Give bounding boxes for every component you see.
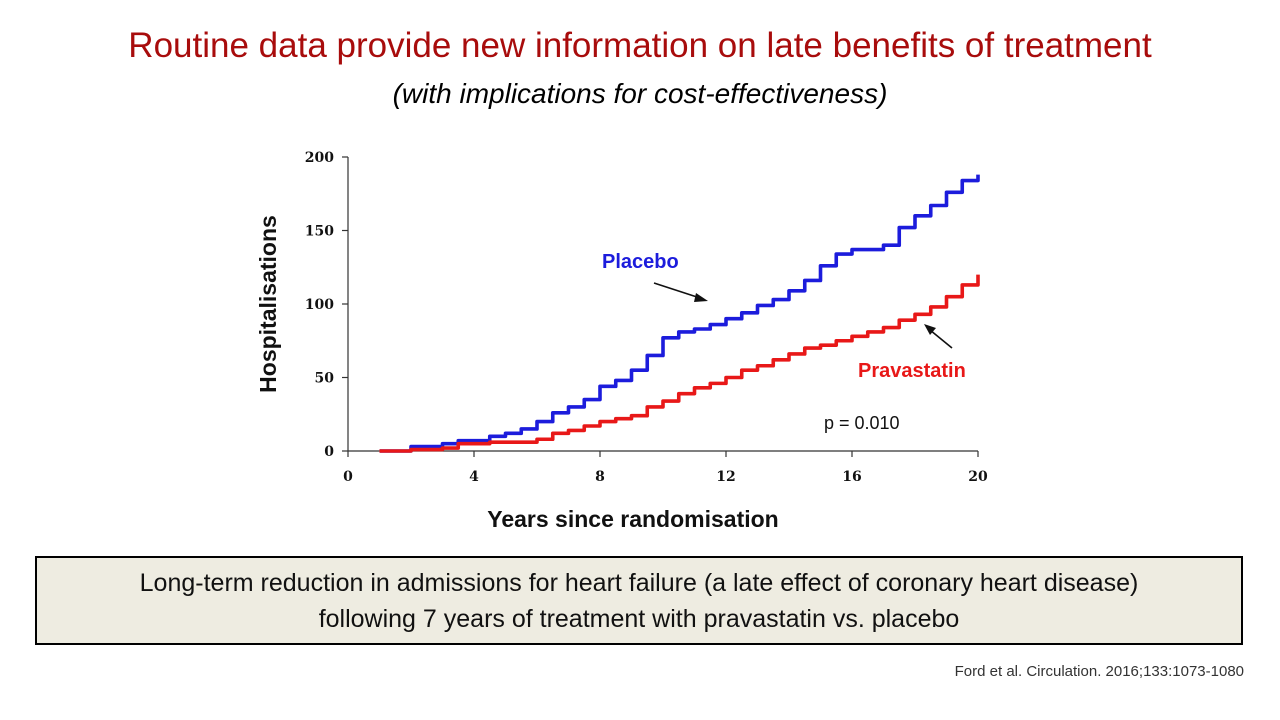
chart-labels: Placebo Pravastatin p = 0.010 bbox=[602, 251, 966, 433]
x-tick-label: 4 bbox=[469, 469, 479, 485]
x-tick-label: 20 bbox=[968, 469, 988, 485]
pravastatin-label: Pravastatin bbox=[858, 360, 966, 382]
y-tick-label: 150 bbox=[305, 224, 334, 240]
p-value-label: p = 0.010 bbox=[824, 413, 900, 433]
citation: Ford et al. Circulation. 2016;133:1073-1… bbox=[954, 663, 1244, 680]
x-tick-label: 12 bbox=[716, 469, 735, 485]
x-axis-title: Years since randomisation bbox=[487, 506, 778, 532]
y-tick-label: 100 bbox=[305, 297, 334, 313]
placebo-arrow-shaft bbox=[653, 282, 701, 299]
y-tick-label: 0 bbox=[324, 444, 334, 460]
y-tick-label: 50 bbox=[315, 371, 335, 387]
x-tick-label: 8 bbox=[595, 469, 605, 485]
placebo-arrow-head bbox=[694, 293, 708, 302]
caption-line-2: following 7 years of treatment with prav… bbox=[318, 604, 960, 633]
slide-subtitle: (with implications for cost-effectivenes… bbox=[392, 78, 888, 109]
chart-series bbox=[379, 174, 980, 453]
pravastatin-arrow-shaft bbox=[929, 329, 953, 349]
slide-title: Routine data provide new information on … bbox=[128, 26, 1152, 65]
placebo-label: Placebo bbox=[602, 251, 679, 273]
caption-box: Long-term reduction in admissions for he… bbox=[35, 556, 1243, 645]
caption-line-1: Long-term reduction in admissions for he… bbox=[139, 568, 1139, 597]
y-axis-title: Hospitalisations bbox=[255, 215, 281, 393]
x-tick-label: 0 bbox=[343, 469, 353, 485]
chart-axes: 0 50 100 150 200 0 4 8 12 16 20 Years since randomi… bbox=[255, 150, 988, 532]
y-tick-label: 200 bbox=[305, 150, 334, 166]
pravastatin-arrow-head bbox=[924, 324, 936, 335]
series-line-pravastatin bbox=[379, 274, 980, 453]
x-tick-label: 16 bbox=[842, 469, 861, 485]
series-line-placebo bbox=[379, 174, 980, 453]
